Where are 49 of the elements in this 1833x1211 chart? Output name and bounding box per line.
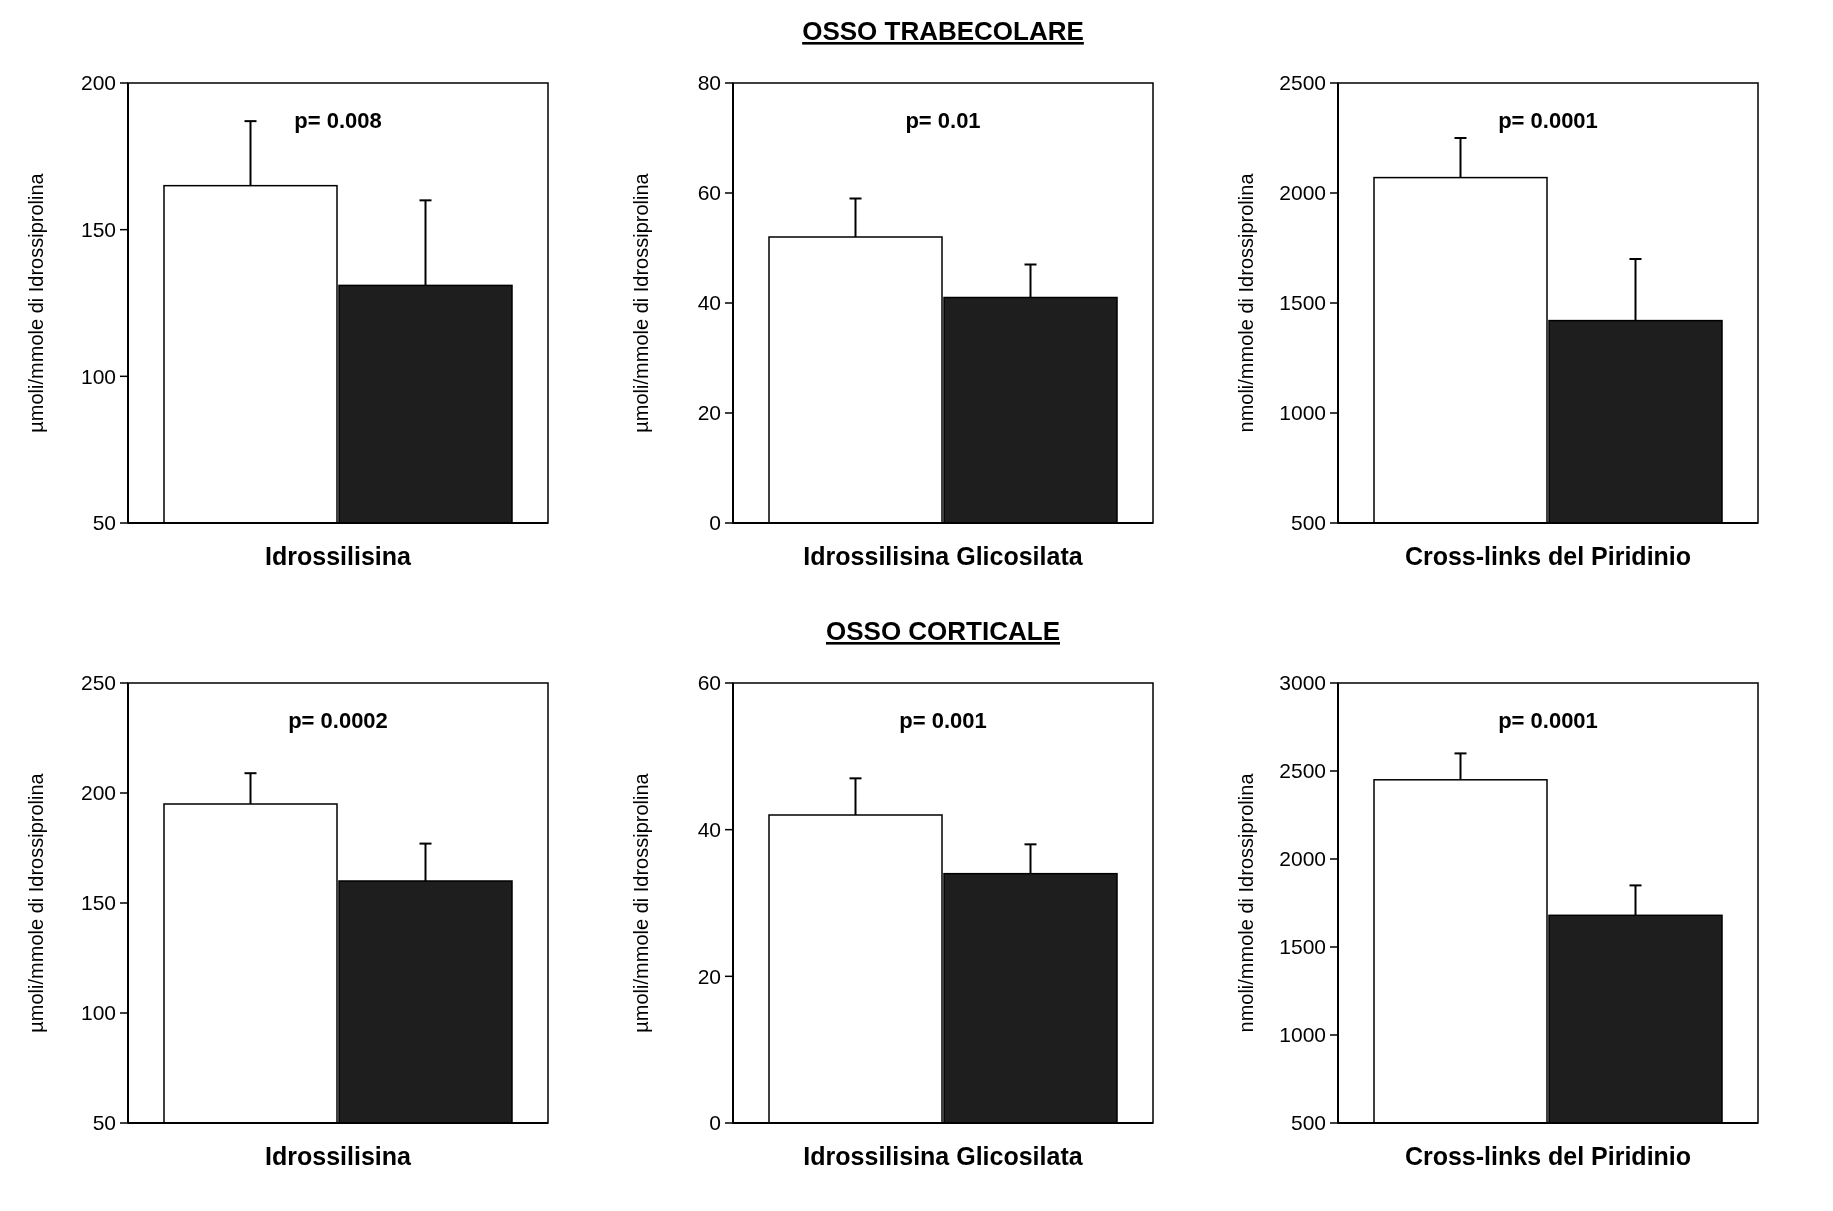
y-axis-title: nmoli/mmole di Idrossiprolina xyxy=(1235,772,1257,1033)
chart-title: OSSO CORTICALE xyxy=(825,616,1061,646)
y-tick-label: 2500 xyxy=(1279,71,1326,95)
y-tick-label: 2000 xyxy=(1279,847,1326,871)
y-tick-label: 1500 xyxy=(1279,291,1326,315)
x-axis-title: Idrossilisina Glicosilata xyxy=(803,1142,1084,1170)
y-tick-label: 100 xyxy=(80,1001,116,1025)
y-tick-label: 60 xyxy=(697,181,721,205)
y-tick-label: 40 xyxy=(697,291,721,315)
y-tick-label: 100 xyxy=(80,364,116,388)
y-tick-label: 40 xyxy=(697,818,721,842)
y-tick-label: 1000 xyxy=(1279,401,1326,425)
y-tick-label: 150 xyxy=(80,218,116,242)
annotation: p= 0.0002 xyxy=(288,708,388,733)
x-axis-title: Cross-links del Piridinio xyxy=(1404,542,1692,570)
y-tick-label: 50 xyxy=(92,511,116,535)
y-tick-label: 2000 xyxy=(1279,181,1326,205)
y-tick-label: 500 xyxy=(1290,511,1326,535)
y-axis-title: nmoli/mmole di Idrossiprolina xyxy=(1235,172,1257,433)
y-axis-title: µmoli/mmole di Idrossiprolina xyxy=(25,172,47,433)
y-tick-label: 500 xyxy=(1290,1111,1326,1135)
y-tick-label: 1000 xyxy=(1279,1023,1326,1047)
y-axis-title: µmoli/mmole di Idrossiprolina xyxy=(630,772,652,1033)
y-tick-label: 250 xyxy=(80,671,116,695)
y-axis-title: µmoli/mmole di Idrossiprolina xyxy=(25,772,47,1033)
annotation: p= 0.008 xyxy=(294,108,382,133)
x-axis-title: Cross-links del Piridinio xyxy=(1404,1142,1692,1170)
x-axis-title: Idrossilisina xyxy=(265,1142,413,1170)
annotation: p= 0.001 xyxy=(899,708,987,733)
annotation: p= 0.01 xyxy=(905,108,981,133)
y-tick-label: 1500 xyxy=(1279,935,1326,959)
x-axis-title: Idrossilisina xyxy=(265,542,413,570)
y-tick-label: 150 xyxy=(80,891,116,915)
y-tick-label: 0 xyxy=(709,1111,721,1135)
x-axis-title: Idrossilisina Glicosilata xyxy=(803,542,1084,570)
y-tick-label: 2500 xyxy=(1279,759,1326,783)
annotation: p= 0.0001 xyxy=(1498,708,1598,733)
y-tick-label: 3000 xyxy=(1279,671,1326,695)
y-tick-label: 60 xyxy=(697,671,721,695)
y-tick-label: 0 xyxy=(709,511,721,535)
y-tick-label: 20 xyxy=(697,964,721,988)
y-axis-title: µmoli/mmole di Idrossiprolina xyxy=(630,172,652,433)
y-tick-label: 200 xyxy=(80,781,116,805)
y-tick-label: 50 xyxy=(92,1111,116,1135)
annotation: p= 0.0001 xyxy=(1498,108,1598,133)
chart-title: OSSO TRABECOLARE xyxy=(802,16,1084,46)
y-tick-label: 80 xyxy=(697,71,721,95)
y-tick-label: 20 xyxy=(697,401,721,425)
y-tick-label: 200 xyxy=(80,71,116,95)
